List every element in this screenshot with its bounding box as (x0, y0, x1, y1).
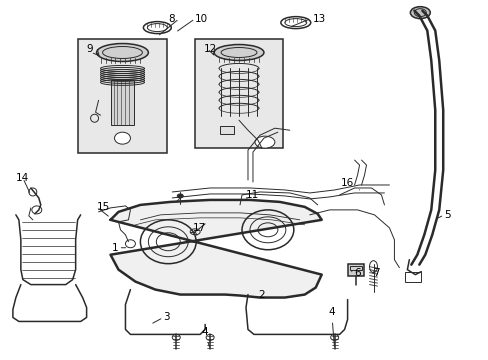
Ellipse shape (214, 45, 264, 60)
Text: 11: 11 (245, 190, 259, 200)
Text: 17: 17 (193, 223, 206, 233)
Bar (195, 39, 282, 148)
Bar (347, 264, 363, 276)
Text: 16: 16 (340, 178, 359, 190)
Text: 3: 3 (163, 312, 170, 323)
Bar (110, 80, 134, 125)
Bar (220, 126, 234, 134)
Text: 7: 7 (373, 267, 379, 278)
Bar (405, 272, 421, 282)
Ellipse shape (254, 136, 274, 148)
Bar (78, 39, 167, 153)
Text: 9: 9 (86, 44, 93, 54)
Text: 8: 8 (167, 14, 174, 24)
Text: 4: 4 (202, 327, 209, 347)
Bar (349, 266, 361, 270)
Text: 4: 4 (327, 307, 334, 347)
Text: 10: 10 (195, 14, 208, 24)
Text: 14: 14 (16, 173, 29, 183)
Ellipse shape (177, 194, 183, 198)
Ellipse shape (114, 132, 130, 144)
Ellipse shape (409, 7, 429, 19)
Text: 13: 13 (312, 14, 325, 24)
Polygon shape (110, 200, 321, 298)
Text: 1: 1 (112, 243, 118, 253)
Text: 2: 2 (258, 289, 264, 300)
Text: 15: 15 (96, 202, 110, 212)
Ellipse shape (96, 44, 148, 62)
Text: 5: 5 (443, 210, 450, 220)
Text: 12: 12 (203, 44, 217, 54)
Text: 6: 6 (354, 267, 361, 278)
